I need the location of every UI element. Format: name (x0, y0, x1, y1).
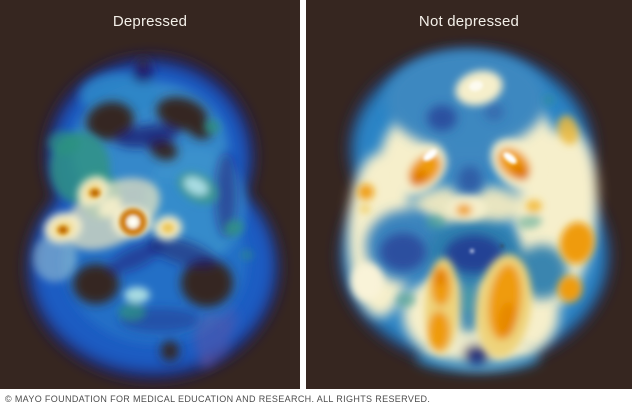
pet-scan-not-depressed-image (338, 48, 612, 372)
panel-not-depressed: Not depressed (306, 0, 632, 389)
pet-scan-depressed-image (26, 56, 280, 380)
copyright-text: © MAYO FOUNDATION FOR MEDICAL EDUCATION … (5, 394, 431, 404)
panel-label-not-depressed: Not depressed (418, 13, 520, 30)
purple-tinge-layer (194, 306, 238, 368)
metabolic-holes-layer (73, 97, 237, 361)
copyright-bar: © MAYO FOUNDATION FOR MEDICAL EDUCATION … (0, 389, 632, 412)
hotspot-core-layer (57, 188, 173, 236)
hotspot-core-layer (423, 80, 517, 253)
activity-hotspot-layer (351, 70, 595, 358)
panel-depressed: Depressed (0, 0, 300, 389)
panel-divider (300, 0, 306, 389)
panel-label-depressed: Depressed (112, 13, 188, 30)
